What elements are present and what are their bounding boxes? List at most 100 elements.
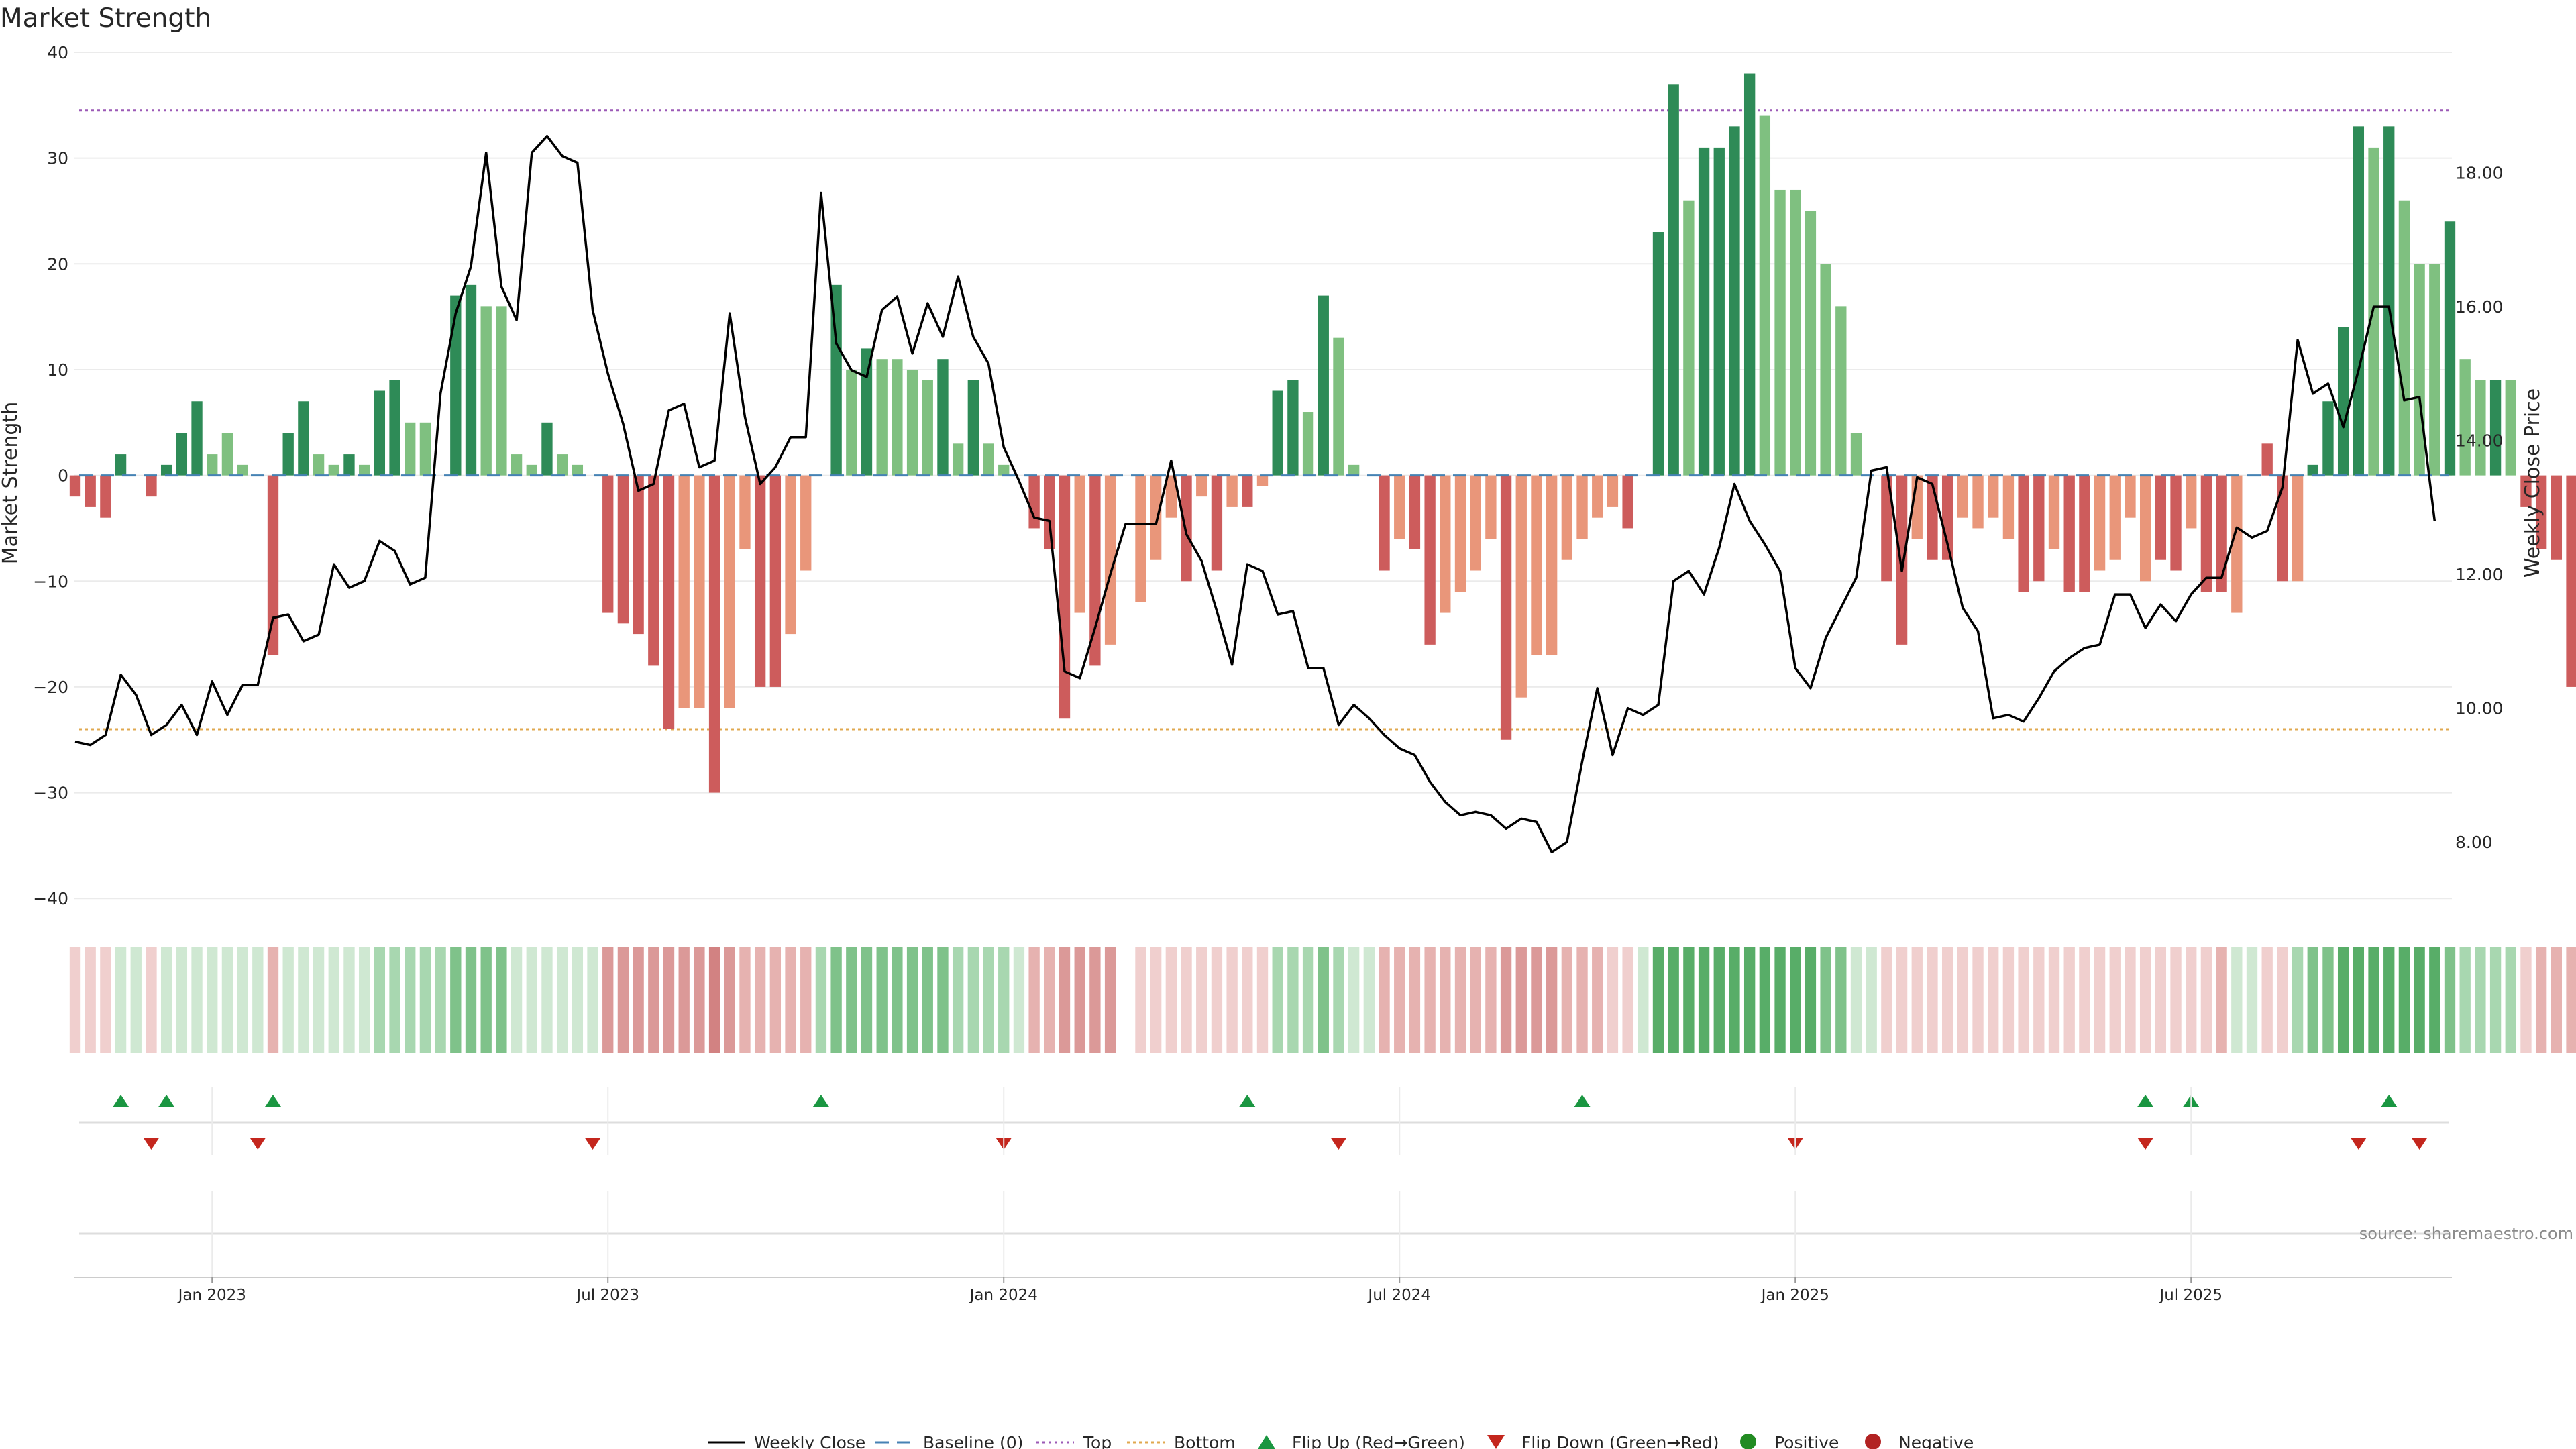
- strength-bar: [2383, 126, 2395, 476]
- heat-cell: [221, 947, 233, 1053]
- strength-bar: [2566, 475, 2576, 687]
- strength-bar: [2231, 475, 2243, 613]
- strength-bar: [1972, 475, 1984, 529]
- heat-cell: [1622, 947, 1633, 1053]
- heat-cell: [1242, 947, 1253, 1053]
- heat-cell: [967, 947, 979, 1053]
- strength-bar: [1652, 232, 1664, 476]
- left-tick-label: 30: [47, 149, 68, 168]
- heat-cell: [2246, 947, 2258, 1053]
- strength-bar: [1104, 475, 1116, 645]
- heat-cell: [465, 947, 477, 1053]
- heat-cell: [1226, 947, 1238, 1053]
- strength-bar: [1805, 211, 1817, 476]
- heat-cell: [237, 947, 248, 1053]
- heat-cell: [1652, 947, 1664, 1053]
- left-tick-label: −10: [33, 572, 68, 591]
- strength-bar: [2261, 443, 2273, 476]
- strength-bar: [1622, 475, 1633, 529]
- strength-bar: [146, 475, 157, 497]
- legend-item-negative: Negative: [1865, 1433, 1974, 1449]
- left-tick-label: 20: [47, 254, 68, 274]
- heat-cell: [1743, 947, 1756, 1053]
- threshold-layer: [79, 109, 2449, 731]
- heat-cell: [876, 947, 888, 1053]
- heat-cell: [1683, 947, 1695, 1053]
- heat-cell: [2186, 947, 2197, 1053]
- heat-cell: [1607, 947, 1619, 1053]
- strength-bar: [2063, 475, 2075, 592]
- strength-bar: [648, 475, 659, 666]
- strength-bar: [1729, 126, 1740, 476]
- heat-cell: [1500, 947, 1512, 1053]
- heat-cell: [2459, 947, 2471, 1053]
- strength-bar: [191, 401, 203, 476]
- strength-bar: [602, 475, 614, 613]
- weekly-close-line: [74, 134, 2436, 853]
- heat-cell: [815, 947, 827, 1053]
- heat-cell: [2231, 947, 2243, 1053]
- strength-bar: [2094, 475, 2106, 571]
- heat-cell: [2033, 947, 2045, 1053]
- left-tick-label: 0: [58, 466, 68, 486]
- left-axis-ticks: 40 30 20 10 0 −10 −20 −30 −40: [33, 43, 68, 908]
- heat-cell: [2535, 947, 2547, 1053]
- strength-bar: [739, 475, 751, 549]
- strength-bar: [1226, 475, 1238, 507]
- heat-cell: [1576, 947, 1588, 1053]
- heat-cell: [754, 947, 766, 1053]
- flip-up-marker: [2381, 1095, 2398, 1107]
- strength-bar: [1683, 200, 1695, 476]
- heat-cell: [1409, 947, 1421, 1053]
- strength-bar: [313, 454, 325, 476]
- strength-bar: [374, 390, 386, 476]
- date-label: Jul 2023: [575, 1287, 639, 1304]
- right-axis-ticks: 18.00 16.00 14.00 12.00 10.00 8.00: [2455, 164, 2504, 853]
- heat-cell: [2048, 947, 2060, 1053]
- strength-bar: [1424, 475, 1436, 645]
- strength-bar: [1196, 475, 1208, 497]
- strength-bar: [1485, 475, 1497, 539]
- strength-bar: [267, 475, 279, 655]
- strength-bar: [511, 454, 523, 476]
- strength-bar: [160, 464, 172, 476]
- heat-cell: [1424, 947, 1436, 1053]
- left-axis-title: Market Strength: [0, 402, 22, 564]
- date-axis: Jan 2023 Jul 2023 Jan 2024 Jul 2024 Jan 2025…: [74, 1087, 2452, 1304]
- strength-bar: [769, 475, 782, 687]
- strength-bar: [1470, 475, 1481, 571]
- legend-item-baseline: Baseline (0): [875, 1433, 1023, 1449]
- heat-cell: [1774, 947, 1786, 1053]
- strength-bar: [1988, 475, 1999, 518]
- strength-bar: [1698, 147, 1710, 476]
- strength-bar: [1440, 475, 1451, 613]
- heat-cell: [1089, 947, 1101, 1053]
- strength-bar: [846, 369, 857, 476]
- heat-cell: [830, 947, 842, 1053]
- heat-cell: [207, 947, 218, 1053]
- strength-bars: [69, 73, 2576, 793]
- strength-bar: [1074, 475, 1085, 613]
- heat-cell: [572, 947, 584, 1053]
- heat-cell: [800, 947, 812, 1053]
- strength-bar: [983, 443, 994, 476]
- strength-bar: [419, 422, 431, 476]
- heat-cell: [678, 947, 690, 1053]
- heat-cell: [2139, 947, 2151, 1053]
- strength-bar: [2200, 475, 2212, 592]
- legend: Weekly Close Baseline (0) Top Bottom Fli…: [708, 1433, 1974, 1449]
- heat-cell: [1150, 947, 1162, 1053]
- heat-cell: [328, 947, 339, 1053]
- legend-label: Negative: [1898, 1433, 1974, 1449]
- strength-bar: [785, 475, 796, 635]
- flip-down-marker: [1330, 1138, 1347, 1150]
- flip-down-marker: [2137, 1138, 2154, 1150]
- heat-cell: [617, 947, 629, 1053]
- heat-cell: [694, 947, 705, 1053]
- heat-cell: [2200, 947, 2212, 1053]
- heat-cell: [1866, 947, 1877, 1053]
- legend-item-flip-down: Flip Down (Green→Red): [1487, 1433, 1719, 1449]
- strength-bar: [2139, 475, 2151, 582]
- strength-bar: [69, 475, 81, 497]
- strength-bar: [1607, 475, 1619, 507]
